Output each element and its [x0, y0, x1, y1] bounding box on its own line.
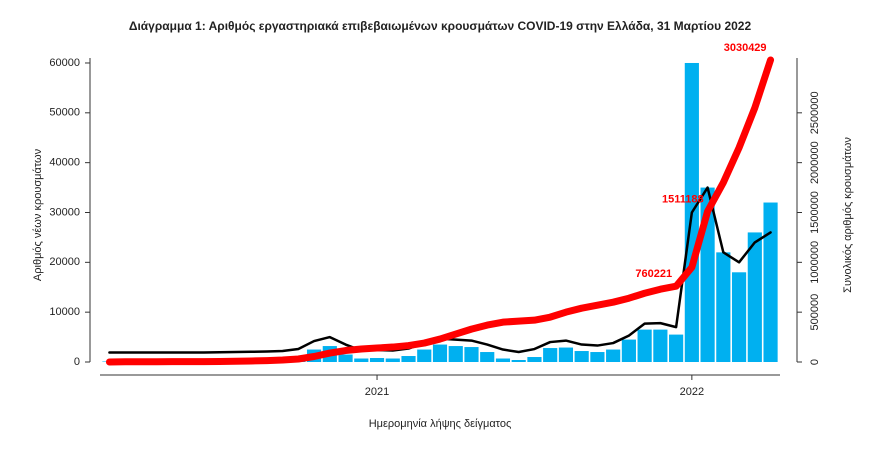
y-tick-label: 60000	[49, 57, 80, 69]
y2-tick-label: 1000000	[809, 241, 821, 284]
bar	[464, 347, 478, 362]
bar	[638, 330, 652, 362]
x-tick-label: 2022	[680, 386, 704, 398]
bar	[401, 356, 415, 362]
bar	[716, 252, 730, 362]
bar	[606, 350, 620, 362]
y2-tick-label: 500000	[809, 294, 821, 331]
bar	[653, 330, 667, 362]
y-tick-label: 40000	[49, 157, 80, 169]
y-tick-label: 20000	[49, 256, 80, 268]
bar	[669, 335, 683, 362]
annotation: 760221	[635, 268, 672, 280]
y2-tick-label: 0	[809, 359, 821, 365]
cumulative-line	[109, 60, 770, 362]
bar	[527, 357, 541, 362]
bar	[417, 350, 431, 362]
bar	[622, 340, 636, 362]
bar	[763, 203, 777, 362]
x-tick-label: 2021	[365, 386, 389, 398]
bar	[433, 345, 447, 362]
x-axis-title: Ημερομηνία λήψης δείγματος	[369, 418, 512, 430]
bar	[543, 348, 557, 362]
bar	[559, 348, 573, 362]
bar	[354, 359, 368, 362]
annotation: 1511188	[662, 193, 704, 205]
bar	[732, 272, 746, 362]
y2-tick-label: 2500000	[809, 91, 821, 134]
y-tick-label: 50000	[49, 107, 80, 119]
y-tick-label: 0	[74, 356, 80, 368]
y-axis-title: Αριθμός νέων κρουσμάτων	[32, 148, 44, 281]
bar	[480, 352, 494, 362]
y-tick-label: 10000	[49, 306, 80, 318]
annotation: 3030429	[724, 42, 767, 54]
y2-tick-label: 1500000	[809, 191, 821, 234]
bar	[449, 346, 463, 362]
y2-tick-label: 2000000	[809, 141, 821, 184]
bar	[496, 359, 510, 362]
y2-axis-title: Συνολικός αριθμός κρουσμάτων	[842, 137, 854, 293]
bar	[512, 360, 526, 362]
chart-title: Διάγραμμα 1: Αριθμός εργαστηριακά επιβεβ…	[129, 19, 752, 33]
bar	[370, 358, 384, 362]
y-tick-label: 30000	[49, 206, 80, 218]
bar	[338, 355, 352, 362]
bar	[386, 359, 400, 362]
bar	[590, 352, 604, 362]
bar	[748, 232, 762, 362]
bar	[575, 351, 589, 362]
